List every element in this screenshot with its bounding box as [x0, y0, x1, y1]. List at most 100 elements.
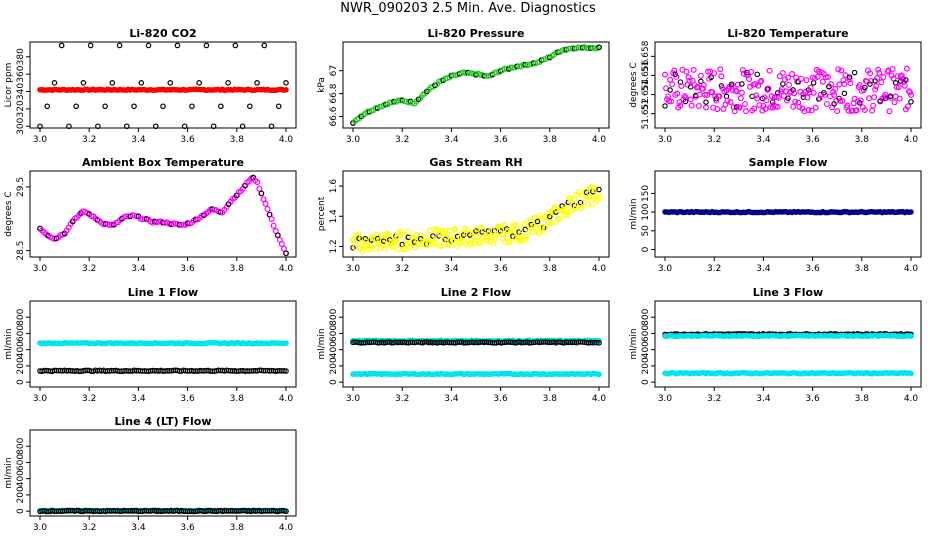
data-point	[366, 245, 373, 252]
data-point	[869, 107, 876, 114]
data-point	[751, 105, 758, 112]
x-tick-label: 3.0	[658, 135, 673, 145]
plot-frame	[342, 300, 610, 388]
y-axis-label: ml/min	[629, 328, 639, 359]
data-point	[283, 368, 289, 374]
line-1-flow-panel: Line 1 Flow ml/min 3.0 3.2 3.4 3.6 3.8 4.0 0 2004…	[4, 286, 297, 404]
data-point	[789, 71, 796, 78]
data-point	[674, 90, 681, 97]
data-point	[577, 199, 584, 206]
data-point	[776, 73, 783, 80]
x-tick-label: 3.8	[855, 135, 870, 145]
data-point	[828, 81, 835, 88]
data-point	[426, 227, 433, 234]
data-point	[714, 106, 721, 113]
line-3-flow-panel: Line 3 Flow ml/min 3.0 3.2 3.4 3.6 3.8 4.0 0 2004…	[629, 286, 922, 404]
data-point	[502, 239, 509, 246]
x-tick-label: 3.8	[230, 394, 245, 404]
y-tick-label: 50	[641, 225, 651, 237]
data-point	[564, 212, 571, 219]
panel-title: Li-820 CO2	[129, 27, 196, 40]
data-point	[210, 123, 217, 130]
data-point	[904, 103, 911, 110]
plot-frame	[342, 41, 610, 129]
x-tick-label: 4.0	[592, 135, 607, 145]
data-point	[687, 96, 694, 103]
data-point	[790, 87, 796, 93]
data-point	[160, 103, 166, 110]
series-black-levels	[37, 42, 289, 130]
x-tick-label: 3.0	[33, 264, 48, 274]
data-point	[109, 80, 116, 86]
y-tick-label: 360	[16, 65, 26, 82]
x-tick-label: 3.8	[543, 135, 558, 145]
gas-stream-rh-panel: Gas Stream RH percent 3.0 3.2 3.4 3.6 3.8 4.0 1.…	[317, 156, 610, 274]
data-point	[812, 104, 819, 111]
x-tick-label: 4.0	[279, 264, 294, 274]
data-point	[283, 86, 289, 93]
data-point	[860, 87, 867, 94]
data-point	[596, 186, 602, 193]
x-tick-label: 4.0	[592, 264, 607, 274]
data-point	[732, 87, 739, 94]
x-tick-label: 3.6	[180, 135, 195, 145]
x-tick-label: 4.0	[904, 135, 919, 145]
y-tick-label: 400	[641, 341, 651, 358]
data-point	[264, 205, 271, 212]
series-co2	[37, 86, 289, 94]
data-point	[239, 123, 246, 130]
data-point	[753, 92, 760, 99]
data-point	[865, 95, 872, 102]
data-point	[415, 241, 422, 248]
data-point	[711, 70, 718, 77]
x-tick-label: 4.0	[904, 394, 919, 404]
x-tick-label: 3.0	[346, 394, 361, 404]
data-point	[556, 215, 563, 222]
data-point	[703, 99, 709, 105]
data-point	[596, 371, 602, 378]
data-point	[422, 233, 429, 240]
data-point	[811, 75, 818, 82]
data-point	[784, 74, 791, 81]
data-point	[145, 42, 152, 49]
y-tick-label: 600	[16, 454, 26, 471]
x-tick-label: 3.6	[805, 135, 820, 145]
data-point	[690, 66, 697, 73]
y-tick-label: 1.4	[329, 209, 339, 224]
data-point	[862, 84, 868, 91]
data-point	[141, 215, 148, 222]
data-point	[268, 216, 275, 223]
x-tick-label: 4.0	[279, 523, 294, 533]
plot-frame	[654, 41, 922, 129]
data-point	[700, 82, 707, 89]
data-point	[754, 71, 760, 78]
data-point	[673, 73, 680, 80]
data-point	[832, 85, 839, 92]
data-point	[594, 339, 600, 346]
y-tick-label: 800	[641, 308, 651, 325]
x-tick-label: 3.2	[395, 394, 409, 404]
data-point	[661, 71, 668, 78]
y-axis-label: ml/min	[4, 328, 14, 359]
data-point	[831, 91, 838, 98]
data-point	[218, 103, 224, 110]
data-point	[704, 92, 711, 99]
data-point	[278, 241, 285, 248]
data-point	[808, 107, 815, 114]
x-tick-label: 3.2	[395, 135, 409, 145]
y-tick-label: 66.8	[329, 83, 339, 103]
data-point	[174, 42, 181, 49]
y-tick-label: 400	[329, 341, 339, 358]
x-tick-label: 3.2	[395, 264, 409, 274]
data-point	[741, 101, 748, 108]
x-tick-label: 3.2	[707, 135, 721, 145]
data-point	[412, 244, 419, 251]
series-cyan-low	[350, 370, 602, 378]
data-point	[686, 77, 693, 84]
data-point	[451, 226, 458, 233]
panel-title: Line 2 Flow	[441, 286, 511, 299]
data-point	[795, 79, 801, 85]
data-point	[876, 69, 883, 76]
data-point	[742, 108, 749, 115]
data-point	[225, 80, 231, 86]
